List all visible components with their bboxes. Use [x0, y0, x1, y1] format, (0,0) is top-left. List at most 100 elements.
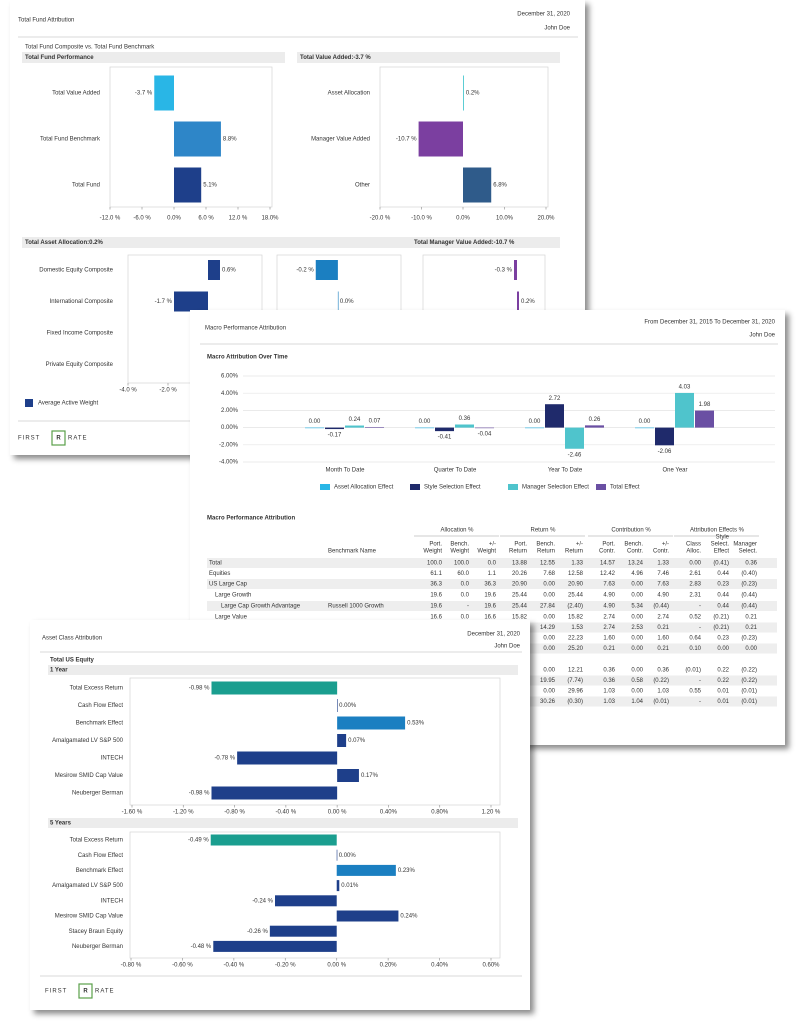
- column-header: Style: [716, 535, 730, 541]
- table-cell: 0.00: [631, 646, 643, 652]
- logo-rate: RATE: [95, 989, 115, 995]
- table-cell: 0.36: [657, 668, 669, 674]
- x-tick-label: 1.20 %: [482, 810, 501, 816]
- table-cell: 0.00: [689, 561, 701, 567]
- logo-box: [78, 983, 93, 999]
- category-label: Fixed Income Composite: [47, 331, 114, 337]
- table-cell: 0.44: [717, 593, 729, 599]
- table-cell: 4.90: [603, 604, 615, 610]
- report-date: From December 31, 2015 To December 31, 2…: [644, 320, 775, 326]
- table-cell: 1.60: [603, 636, 615, 642]
- table-cell: 12.21: [568, 668, 584, 674]
- table-cell: (0.41): [713, 561, 729, 567]
- table-cell: (0.23): [741, 582, 757, 588]
- table-cell: -: [699, 678, 701, 684]
- x-tick-label: 0.40%: [380, 810, 398, 816]
- column-header: Effect: [714, 549, 730, 555]
- column-header: Bench.: [624, 542, 643, 548]
- section-bar: [48, 818, 518, 828]
- table-cell: 0.00: [631, 668, 643, 674]
- column-header: +/-: [489, 542, 496, 548]
- table-cell: (2.40): [567, 604, 583, 610]
- row-label: Large Cap Growth Advantage: [221, 604, 301, 610]
- table-cell: 2.74: [603, 615, 615, 621]
- value-label: -0.2 %: [296, 268, 314, 274]
- bar: [418, 121, 463, 157]
- table-cell: 25.44: [568, 593, 584, 599]
- plot-frame: [379, 66, 549, 208]
- x-tick-label: 12.0 %: [229, 216, 248, 222]
- legend-swatch: [508, 484, 518, 490]
- legend-swatch: [320, 484, 330, 490]
- bar: [269, 925, 337, 937]
- value-label: -0.24 %: [252, 898, 273, 904]
- column-header: Weight: [450, 549, 469, 555]
- table-cell: 0.21: [657, 646, 669, 652]
- report-title: Total Fund Attribution: [18, 18, 74, 24]
- value-label: 5.1%: [203, 183, 217, 189]
- column-group: Allocation %: [440, 528, 474, 534]
- x-tick-label: -0.40 %: [224, 963, 245, 969]
- value-label: 4.03: [679, 385, 691, 391]
- table-cell: 2.74: [657, 615, 669, 621]
- column-group: Return %: [530, 528, 556, 534]
- x-tick-label: 0.40%: [431, 963, 449, 969]
- category-label: Manager Value Added: [311, 137, 370, 143]
- table-cell: 27.84: [540, 604, 556, 610]
- column-header: Class: [686, 542, 701, 548]
- table-cell: (0.44): [741, 604, 757, 610]
- section-title: Total Manager Value Added:-10.7 %: [414, 240, 515, 246]
- bar: [337, 291, 339, 312]
- table-cell: -: [699, 604, 701, 610]
- category-label: Total Fund: [72, 183, 100, 189]
- legend-swatch: [410, 484, 420, 490]
- table-cell: (0.21): [713, 625, 729, 631]
- bar: [325, 427, 344, 430]
- table-cell: 7.68: [543, 571, 555, 577]
- x-tick-label: -12.0 %: [100, 216, 121, 222]
- value-label: -0.41: [438, 435, 452, 441]
- value-label: 0.00: [529, 419, 541, 425]
- table-cell: 0.00: [717, 646, 729, 652]
- y-tick-label: 6.00%: [221, 374, 239, 380]
- column-header: Return: [509, 549, 527, 555]
- value-label: 0.00: [639, 419, 651, 425]
- value-label: -0.78 %: [214, 756, 235, 762]
- table-cell: 4.90: [657, 593, 669, 599]
- bar: [635, 427, 654, 429]
- x-tick-label: 0.00 %: [328, 810, 347, 816]
- value-label: 8.8%: [223, 137, 237, 143]
- report-date: December 31, 2020: [517, 12, 570, 18]
- report-owner: John Doe: [544, 26, 570, 32]
- bar: [208, 260, 220, 280]
- category-label: Other: [355, 183, 370, 189]
- bar: [565, 427, 584, 449]
- bar: [514, 260, 517, 280]
- report-subtitle: Total Fund Composite vs. Total Fund Benc…: [25, 45, 155, 51]
- column-header: Bench.: [536, 542, 555, 548]
- table-cell: 0.00: [631, 689, 643, 695]
- column-header: Port.: [429, 542, 442, 548]
- table-cell: 0.00: [745, 646, 757, 652]
- row-label: Total: [209, 561, 222, 567]
- table-cell: 14.29: [540, 625, 556, 631]
- bar: [336, 849, 338, 861]
- table-cell: 1.04: [631, 699, 643, 705]
- value-label: 0.23%: [398, 868, 416, 874]
- table-cell: 1.33: [571, 561, 583, 567]
- table-cell: -: [699, 625, 701, 631]
- table-cell: 0.36: [745, 561, 757, 567]
- bar: [154, 75, 174, 111]
- x-tick-label: -1.60 %: [122, 810, 143, 816]
- table-cell: 0.44: [717, 604, 729, 610]
- legend-swatch: [596, 484, 606, 490]
- table-cell: 7.63: [603, 582, 615, 588]
- legend-label: Asset Allocation Effect: [334, 485, 394, 491]
- category-label: Total Excess Return: [70, 838, 123, 844]
- section-title: Total Fund Performance: [25, 55, 94, 61]
- x-tick-label: Year To Date: [548, 468, 583, 474]
- bar: [695, 410, 714, 428]
- table-cell: 0.00: [631, 582, 643, 588]
- value-label: -2.06: [658, 449, 672, 455]
- bar: [237, 751, 338, 765]
